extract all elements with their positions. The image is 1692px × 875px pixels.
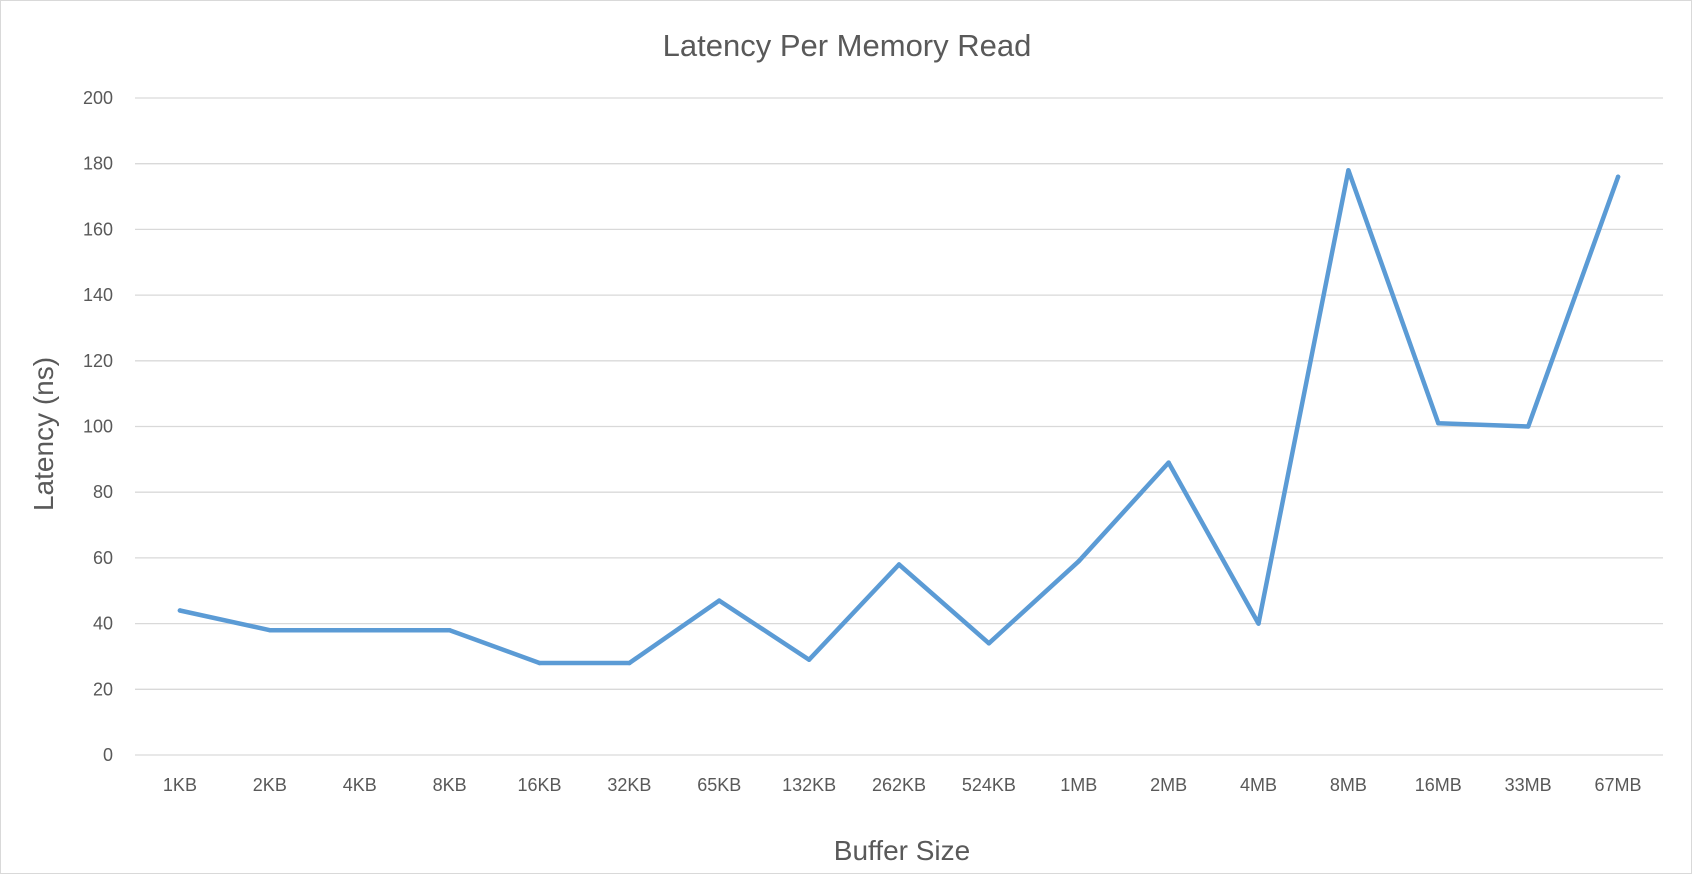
data-point-4KB [357, 627, 362, 633]
y-tick-label: 20 [93, 679, 113, 699]
x-tick-label: 8MB [1330, 775, 1367, 795]
x-tick-label: 8KB [433, 775, 467, 795]
y-tick-label: 100 [83, 417, 113, 437]
y-tick-label: 40 [93, 614, 113, 634]
y-tick-label: 80 [93, 482, 113, 502]
gridlines [135, 97, 1663, 756]
x-tick-label: 2MB [1150, 775, 1187, 795]
data-point-2KB [267, 627, 273, 633]
x-tick-label: 1KB [163, 775, 197, 795]
y-tick-label: 0 [103, 745, 113, 765]
y-tick-label: 140 [83, 285, 113, 305]
data-point-16MB [1436, 421, 1441, 426]
y-tick-label: 180 [83, 154, 113, 174]
x-axis-title: Buffer Size [834, 835, 970, 866]
x-tick-label: 16KB [517, 775, 561, 795]
series-line-0 [177, 168, 1621, 666]
data-point-4MB [1256, 621, 1261, 626]
x-tick-label: 132KB [782, 775, 836, 795]
data-point-32KB [627, 660, 632, 666]
x-tick-label: 16MB [1415, 775, 1462, 795]
chart-title: Latency Per Memory Read [663, 28, 1032, 63]
data-point-8MB [1346, 168, 1351, 173]
x-tick-label: 1MB [1060, 775, 1097, 795]
x-tick-label: 524KB [962, 775, 1016, 795]
data-point-2MB [1166, 460, 1171, 465]
series-group [177, 168, 1621, 666]
x-tick-label: 33MB [1505, 775, 1552, 795]
x-tick-label: 4MB [1240, 775, 1277, 795]
y-tick-label: 200 [83, 88, 113, 108]
data-point-132KB [806, 657, 812, 662]
x-tick-label: 2KB [253, 775, 287, 795]
y-axis-ticks: 0 20 40 60 80 100 120 140 160 180 200 [83, 88, 113, 765]
x-tick-label: 262KB [872, 775, 926, 795]
data-point-67MB [1615, 174, 1621, 180]
x-tick-label: 4KB [343, 775, 377, 795]
x-axis-ticks: 1KB 2KB 4KB 8KB 16KB 32KB 65KB 132KB 262KB 524KB 1… [163, 775, 1642, 795]
y-tick-label: 120 [83, 351, 113, 371]
data-point-1MB [1076, 558, 1081, 564]
data-point-524KB [986, 641, 992, 646]
y-tick-label: 60 [93, 548, 113, 568]
data-point-8KB [447, 627, 452, 633]
data-point-16KB [537, 660, 542, 666]
data-point-33MB [1525, 424, 1531, 429]
data-point-1KB [177, 608, 183, 613]
x-tick-label: 65KB [697, 775, 741, 795]
data-point-262KB [896, 562, 902, 567]
x-tick-label: 32KB [607, 775, 651, 795]
y-tick-label: 160 [83, 219, 113, 239]
data-point-65KB [717, 598, 722, 603]
x-tick-label: 67MB [1595, 775, 1642, 795]
y-axis-title: Latency (ns) [28, 357, 59, 511]
